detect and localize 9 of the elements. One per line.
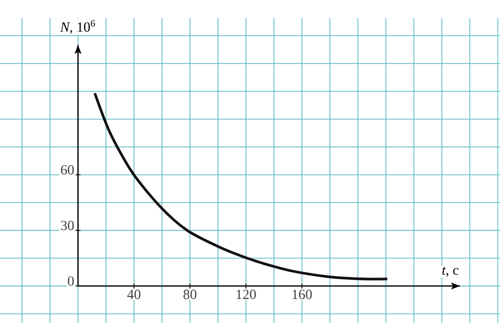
x-tick-label: 120	[236, 290, 256, 300]
y-axis-title: N, 10$^{6}$	[60, 20, 96, 34]
x-tick-label: 80	[184, 290, 196, 300]
y-tick-label: 30	[61, 220, 74, 230]
x-tick-label: 40	[127, 290, 140, 300]
x-tick-label: 160	[292, 290, 312, 300]
x-axis-title: t, c	[442, 266, 458, 277]
y-tick-label: 60	[60, 165, 74, 175]
y-tick-label: 0	[68, 276, 74, 286]
